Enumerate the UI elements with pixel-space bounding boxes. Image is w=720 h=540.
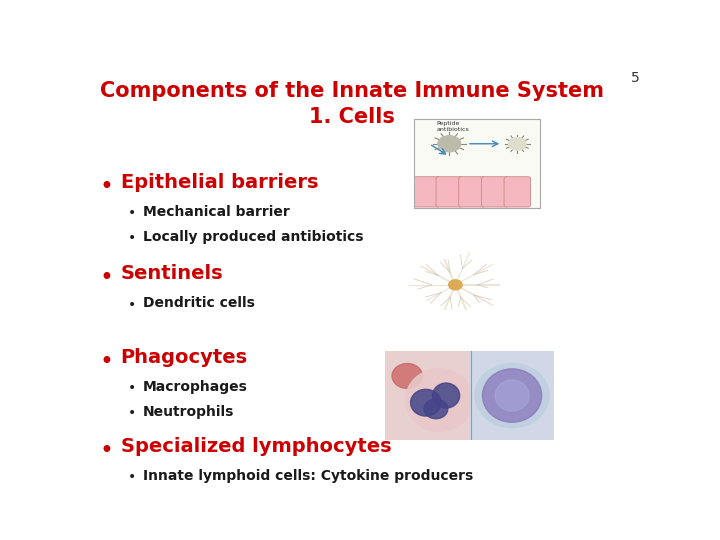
Bar (385, 351, 470, 440)
Ellipse shape (433, 383, 459, 408)
Ellipse shape (424, 399, 448, 418)
Circle shape (449, 280, 462, 290)
Text: •: • (100, 349, 114, 374)
Circle shape (438, 136, 461, 152)
Text: Specialized lymphocytes: Specialized lymphocytes (121, 437, 391, 456)
Text: Peptide
antibiotics: Peptide antibiotics (436, 122, 469, 132)
Ellipse shape (405, 369, 473, 431)
Ellipse shape (482, 369, 541, 422)
Bar (470, 351, 554, 440)
Text: Epithelial barriers: Epithelial barriers (121, 173, 318, 192)
Circle shape (508, 138, 526, 150)
Text: Sentinels: Sentinels (121, 265, 223, 284)
FancyBboxPatch shape (436, 177, 462, 207)
Text: Phagocytes: Phagocytes (121, 348, 248, 367)
FancyBboxPatch shape (459, 177, 485, 207)
Text: •: • (127, 298, 136, 312)
Text: •: • (100, 439, 114, 463)
Text: Locally produced antibiotics: Locally produced antibiotics (143, 230, 364, 244)
Text: Mechanical barrier: Mechanical barrier (143, 205, 289, 219)
Ellipse shape (475, 363, 549, 428)
Text: Innate lymphoid cells: Cytokine producers: Innate lymphoid cells: Cytokine producer… (143, 469, 473, 483)
Ellipse shape (495, 380, 529, 411)
Ellipse shape (392, 363, 423, 388)
Ellipse shape (410, 389, 441, 416)
Text: Macrophages: Macrophages (143, 380, 248, 394)
FancyBboxPatch shape (482, 177, 508, 207)
Text: Dendritic cells: Dendritic cells (143, 296, 255, 310)
Text: •: • (100, 266, 114, 291)
Text: •: • (127, 406, 136, 420)
FancyBboxPatch shape (413, 177, 440, 207)
FancyBboxPatch shape (504, 177, 531, 207)
Text: •: • (127, 206, 136, 220)
Text: •: • (127, 231, 136, 245)
Text: •: • (127, 470, 136, 484)
Text: •: • (100, 175, 114, 199)
Text: 5: 5 (631, 71, 639, 85)
Text: Neutrophils: Neutrophils (143, 404, 235, 418)
Text: Components of the Innate Immune System
1. Cells: Components of the Innate Immune System 1… (100, 82, 604, 127)
Text: •: • (127, 381, 136, 395)
